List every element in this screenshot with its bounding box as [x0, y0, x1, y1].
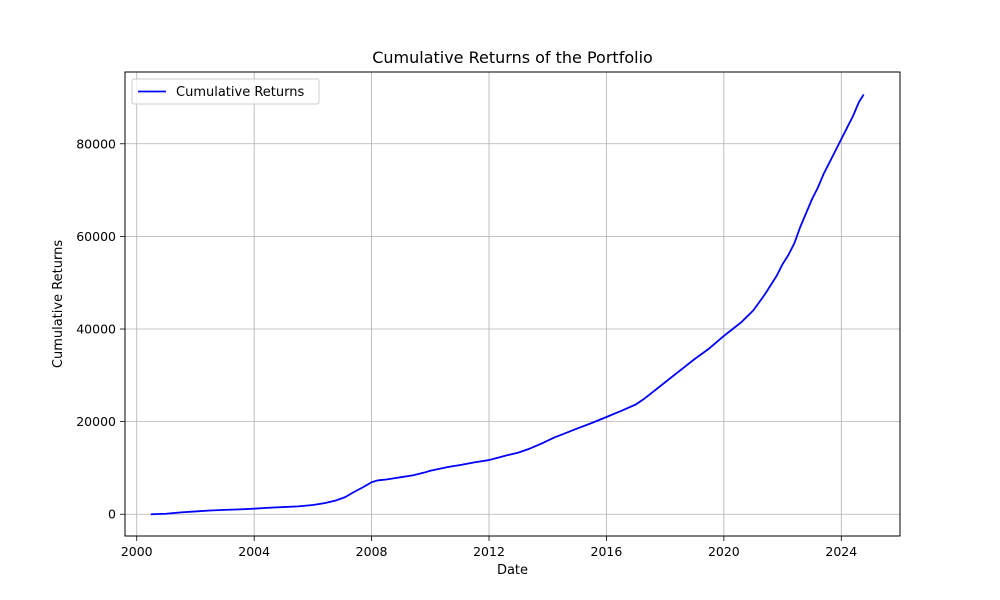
y-tick-label: 40000: [76, 322, 116, 337]
y-tick-label: 80000: [76, 136, 116, 151]
series-layer: [150, 94, 865, 516]
grid-layer: [125, 72, 900, 536]
x-tick-label: 2020: [708, 544, 740, 559]
x-tick-label: 2012: [473, 544, 505, 559]
y-tick-label: 60000: [76, 229, 116, 244]
x-tick-label: 2024: [825, 544, 857, 559]
y-tick-label: 0: [108, 507, 116, 522]
y-axis-label: Cumulative Returns: [51, 240, 66, 368]
legend-label: Cumulative Returns: [176, 85, 304, 100]
x-tick-label: 2000: [121, 544, 153, 559]
plot-frame: [124, 71, 901, 537]
x-tick-label: 2004: [238, 544, 270, 559]
series-line-cumulative-returns: [150, 94, 865, 516]
x-tick-label: 2016: [591, 544, 623, 559]
x-axis-label: Date: [497, 563, 528, 578]
tick-layer: 2000 2004 2008 2012 2016 2020 2024 0 20000 40000 6…: [76, 136, 857, 559]
chart-title: Cumulative Returns of the Portfolio: [372, 48, 653, 67]
legend: Cumulative Returns: [131, 78, 320, 105]
y-tick-label: 20000: [76, 414, 116, 429]
x-tick-label: 2008: [356, 544, 388, 559]
legend-box: [131, 78, 320, 105]
